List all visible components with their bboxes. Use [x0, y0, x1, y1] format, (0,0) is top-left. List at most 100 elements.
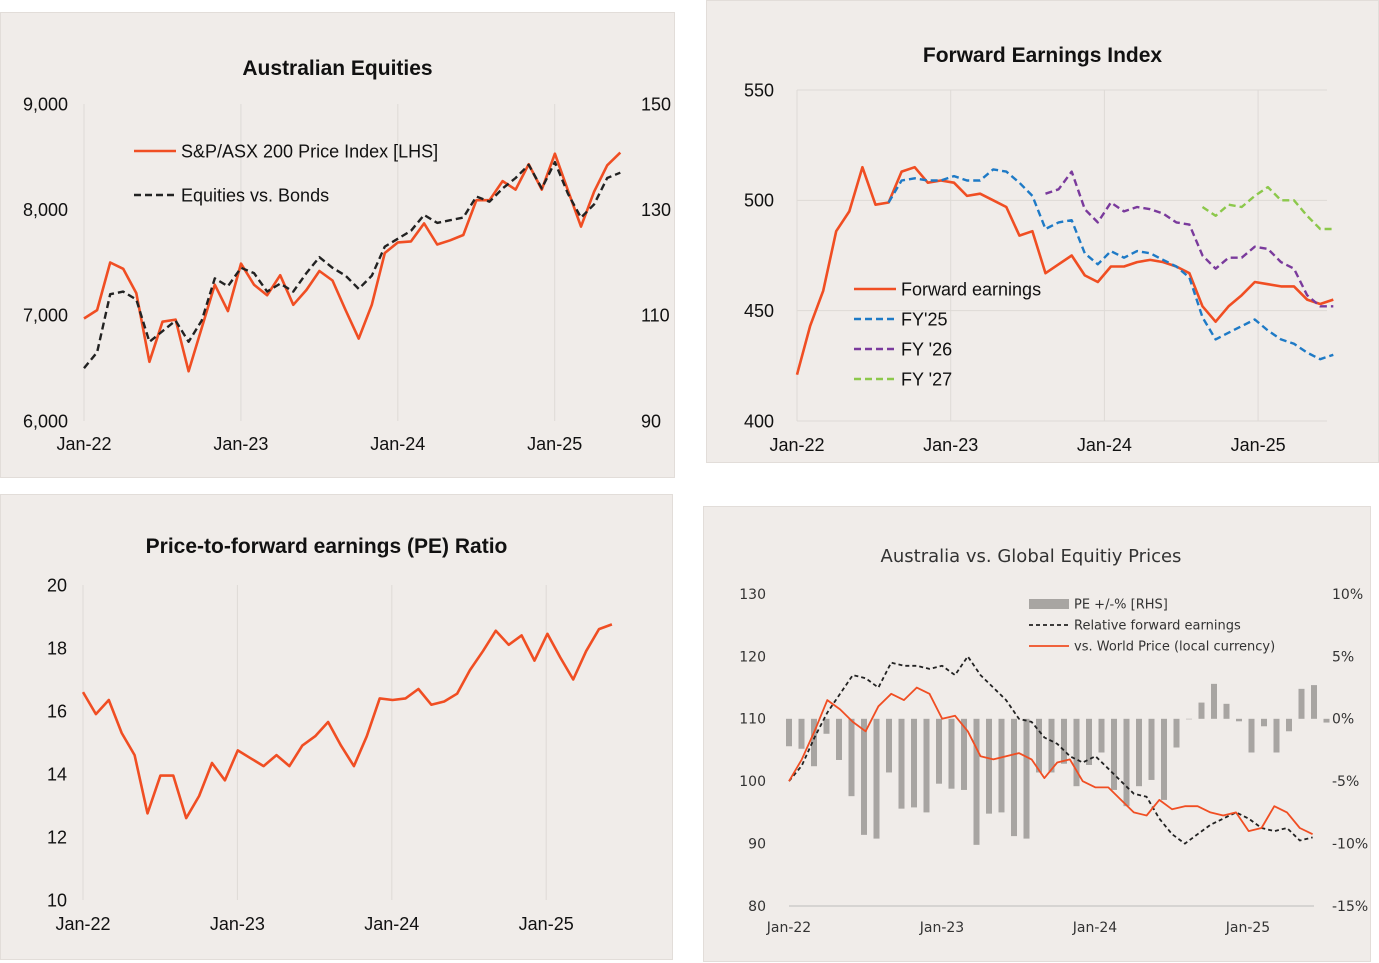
y-tick-label: 18	[47, 638, 67, 658]
y-tick-label: 16	[47, 701, 67, 721]
bar	[1311, 685, 1317, 719]
bar	[1261, 718, 1267, 727]
y2-tick-label: -15%	[1332, 899, 1368, 915]
series-line	[1045, 170, 1334, 308]
x-tick-label: Jan-24	[370, 434, 425, 454]
x-tick-label: Jan-23	[213, 434, 268, 454]
bar	[1073, 718, 1080, 787]
bar	[973, 718, 980, 845]
bar	[823, 718, 830, 734]
x-tick-label: Jan-25	[527, 434, 582, 454]
legend-label: vs. World Price (local currency)	[1074, 640, 1275, 655]
bar	[873, 718, 880, 839]
bar	[1286, 718, 1292, 732]
bar	[1048, 718, 1055, 773]
bar	[1086, 718, 1092, 765]
bar	[1273, 718, 1280, 753]
bar	[1236, 718, 1242, 722]
bar	[1298, 688, 1305, 719]
y-tick-label: 6,000	[23, 411, 68, 431]
y2-tick-label: 5%	[1332, 649, 1354, 665]
y2-tick-label: 130	[641, 200, 671, 220]
y2-tick-label: 10%	[1332, 587, 1363, 603]
bar	[1186, 718, 1192, 720]
bar	[1136, 718, 1142, 787]
bar	[798, 718, 805, 749]
chart-canvas: 80 90 100 110 120 130 -15% -10% -5% 0% 5% 10% Jan-22…	[739, 587, 1368, 936]
legend-label: FY'25	[901, 309, 947, 329]
bar	[961, 718, 967, 790]
bar	[786, 718, 792, 747]
y2-tick-label: 90	[641, 411, 661, 431]
chart-canvas: 10 12 14 16 18 20 Jan-22 Jan-23 Jan-24 Jan-25	[47, 575, 613, 934]
y-tick-label: 90	[748, 837, 766, 853]
series-line	[81, 623, 613, 820]
y2-tick-label: 0%	[1332, 712, 1354, 728]
bar	[1023, 718, 1030, 839]
y-tick-label: 120	[739, 649, 766, 665]
y2-tick-label: -10%	[1332, 837, 1368, 853]
chart-title: Price-to-forward earnings (PE) Ratio	[145, 535, 508, 558]
bar	[1111, 718, 1117, 790]
y2-tick-label: 110	[641, 306, 670, 326]
legend-swatch	[1029, 599, 1069, 609]
bar	[998, 718, 1005, 813]
legend-label: PE +/-% [RHS]	[1074, 598, 1168, 613]
y-tick-label: 20	[47, 575, 67, 595]
y-tick-label: 100	[739, 774, 766, 790]
chart-title: Forward Earnings Index	[922, 44, 1163, 67]
bar	[1011, 718, 1017, 837]
x-tick-label: Jan-25	[1231, 435, 1286, 455]
bar	[1198, 702, 1205, 719]
x-tick-label: Jan-23	[210, 914, 265, 934]
bar	[836, 718, 842, 760]
bar	[923, 718, 930, 813]
bar	[898, 718, 905, 809]
x-tick-label: Jan-24	[1077, 435, 1132, 455]
x-tick-label: Jan-24	[364, 914, 419, 934]
chart-canvas: 6,000 7,000 8,000 9,000 90 110 130 150 Jan-22 Jan…	[23, 94, 671, 454]
bar	[1323, 718, 1330, 723]
chart-panel-forward-earnings-index: Forward Earnings Index 400 450 500 550 Jan-2…	[706, 0, 1379, 463]
x-tick-label: Jan-23	[923, 435, 978, 455]
bar	[936, 718, 942, 784]
legend-label: FY '27	[901, 369, 952, 389]
y-tick-label: 400	[744, 411, 774, 431]
legend-label: FY '26	[901, 339, 952, 359]
x-tick-label: Jan-22	[766, 920, 811, 936]
y-tick-label: 8,000	[23, 200, 68, 220]
series-line	[83, 160, 621, 369]
x-tick-label: Jan-22	[56, 434, 111, 454]
bar	[1211, 683, 1217, 719]
x-tick-label: Jan-22	[55, 914, 110, 934]
legend-label: S&P/ASX 200 Price Index [LHS]	[181, 141, 438, 161]
x-tick-label: Jan-25	[1225, 920, 1270, 936]
chart-panel-australian-equities: Australian Equities 6,000 7,000 8,000 9,000…	[0, 12, 675, 478]
bar	[1036, 718, 1042, 773]
x-tick-label: Jan-22	[769, 435, 824, 455]
y-tick-label: 9,000	[23, 94, 68, 114]
chart-panel-pe-ratio: Price-to-forward earnings (PE) Ratio 10 1…	[0, 494, 673, 960]
bar	[1098, 718, 1105, 753]
bar	[848, 718, 855, 797]
bar	[886, 718, 892, 773]
y-tick-label: 130	[739, 587, 766, 603]
bar	[1223, 703, 1230, 719]
bar	[1061, 718, 1067, 764]
bar	[948, 718, 955, 789]
x-tick-label: Jan-24	[1072, 920, 1118, 936]
y-tick-label: 80	[748, 899, 766, 915]
y-tick-label: 500	[744, 191, 774, 211]
chart-title: Australian Equities	[242, 57, 433, 80]
bar	[911, 718, 917, 808]
chart-panel-australia-vs-global: Australia vs. Global Equitiy Prices 80 90…	[703, 506, 1371, 962]
legend-label: Relative forward earnings	[1074, 619, 1241, 634]
bar	[986, 718, 992, 814]
bar	[861, 718, 867, 835]
y-tick-label: 10	[47, 890, 67, 910]
series-line	[788, 655, 1313, 845]
y-tick-label: 14	[47, 764, 67, 784]
y-tick-label: 110	[739, 712, 766, 728]
series-line	[788, 686, 1313, 836]
y-tick-label: 550	[744, 80, 774, 100]
